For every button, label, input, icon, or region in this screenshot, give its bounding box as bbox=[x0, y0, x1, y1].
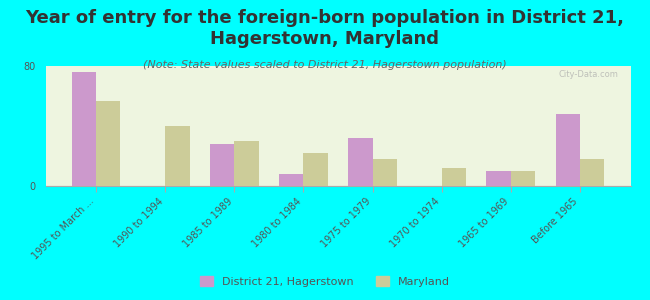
Bar bbox=[556, 114, 580, 186]
Bar bbox=[280, 174, 304, 186]
Bar bbox=[348, 138, 372, 186]
Bar bbox=[372, 159, 396, 186]
Bar bbox=[441, 168, 466, 186]
Bar bbox=[72, 72, 96, 186]
Bar bbox=[96, 100, 120, 186]
Bar bbox=[165, 126, 190, 186]
Bar bbox=[235, 141, 259, 186]
Text: Year of entry for the foreign-born population in District 21,
Hagerstown, Maryla: Year of entry for the foreign-born popul… bbox=[25, 9, 625, 48]
Bar bbox=[210, 144, 235, 186]
Legend: District 21, Hagerstown, Maryland: District 21, Hagerstown, Maryland bbox=[196, 272, 454, 291]
Bar bbox=[304, 153, 328, 186]
Text: (Note: State values scaled to District 21, Hagerstown population): (Note: State values scaled to District 2… bbox=[143, 60, 507, 70]
Bar bbox=[486, 171, 511, 186]
Bar bbox=[580, 159, 604, 186]
Bar bbox=[511, 171, 535, 186]
Text: City-Data.com: City-Data.com bbox=[559, 70, 619, 79]
